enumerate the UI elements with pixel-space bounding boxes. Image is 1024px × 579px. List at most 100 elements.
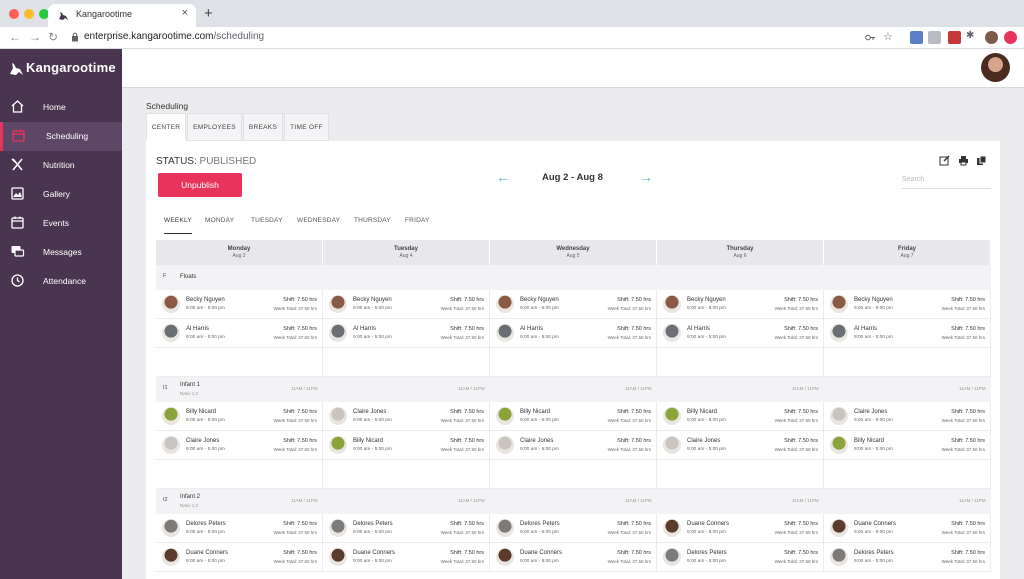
employee-name: Claire Jones [854,409,888,415]
sidebar-item-home[interactable]: Home [0,93,122,122]
employee-name: Al Harris [353,326,377,332]
sidebar-item-attendance[interactable]: Attendance [0,267,122,296]
empty-shift-slot[interactable] [657,460,824,489]
shift-cell[interactable]: Claire Jones 9:00 am - 5:00 pm Shift: 7.50… [156,431,323,460]
previous-week-arrow-icon[interactable]: ← [496,169,510,185]
shift-time: 9:00 am - 5:00 pm [520,530,559,535]
back-icon[interactable]: ← [9,30,21,44]
extension-icon[interactable] [1004,31,1017,44]
tab-center[interactable]: CENTER [146,113,186,141]
user-avatar[interactable] [981,53,1010,82]
day-name: Thursday [726,246,754,252]
search-input[interactable]: Search [902,176,991,189]
shift-cell[interactable]: Billy Nicard 9:00 am - 5:00 pm Shift: 7.50… [824,431,991,460]
classroom-hours: 11AM / 11PM [959,498,986,503]
shift-cell[interactable]: Duane Conners 9:00 am - 5:00 pm Shift: 7.5… [657,514,824,543]
shift-cell[interactable]: Claire Jones 9:00 am - 5:00 pm Shift: 7.50… [824,402,991,431]
shift-cell[interactable]: Al Harris 9:00 am - 5:00 pm Shift: 7.50 hr… [657,319,824,348]
extension-icon[interactable] [948,31,961,44]
tab-employees[interactable]: EMPLOYEES [187,113,242,141]
empty-shift-slot[interactable] [490,460,657,489]
edit-icon[interactable] [939,155,950,166]
shift-cell[interactable]: Al Harris 9:00 am - 5:00 pm Shift: 7.50 hr… [824,319,991,348]
tab-wednesday[interactable]: WEDNESDAY [297,217,341,224]
week-total: Week Total: 37.50 hrs [607,530,651,535]
tab-time-off[interactable]: TIME OFF [284,113,329,141]
empty-shift-slot[interactable] [490,348,657,377]
address-bar[interactable]: enterprise.kangarootime.com/scheduling [84,31,265,42]
shift-cell[interactable]: Claire Jones 9:00 am - 5:00 pm Shift: 7.50… [323,402,490,431]
tab-monday[interactable]: MONDAY [205,217,235,224]
employee-avatar [830,519,848,537]
employee-name: Claire Jones [186,438,220,444]
sidebar-item-nutrition[interactable]: Nutrition [0,151,122,180]
print-icon[interactable] [958,155,969,166]
shift-cell[interactable]: Claire Jones 9:00 am - 5:00 pm Shift: 7.50… [657,431,824,460]
extension-icon[interactable] [928,31,941,44]
copy-icon[interactable] [976,155,987,166]
shift-cell[interactable]: Becky Nguyen 9:00 am - 5:00 pm Shift: 7.50… [824,290,991,319]
bookmark-star-icon[interactable]: ☆ [883,31,893,43]
empty-shift-slot[interactable] [323,460,490,489]
shift-cell[interactable]: Becky Nguyen 9:00 am - 5:00 pm Shift: 7.50… [490,290,657,319]
shift-cell[interactable]: Duane Conners 9:00 am - 5:00 pm Shift: 7.5… [156,543,323,572]
profile-avatar[interactable] [985,31,998,44]
next-week-arrow-icon[interactable]: → [639,169,653,185]
shift-cell[interactable]: Duane Conners 9:00 am - 5:00 pm Shift: 7.5… [490,543,657,572]
tab-thursday[interactable]: THURSDAY [354,217,391,224]
forward-icon[interactable]: → [29,30,41,44]
shift-cell[interactable]: Billy Nicard 9:00 am - 5:00 pm Shift: 7.50… [490,402,657,431]
browser-tab[interactable]: Kangarootime × [48,4,196,27]
close-tab-icon[interactable]: × [181,7,188,19]
shift-cell[interactable]: Billy Nicard 9:00 am - 5:00 pm Shift: 7.50… [657,402,824,431]
close-window-button[interactable] [9,9,19,19]
employee-avatar [496,295,514,313]
shift-cell[interactable]: Delores Peters 9:00 am - 5:00 pm Shift: 7.… [156,514,323,543]
tab-friday[interactable]: FRIDAY [405,217,430,224]
shift-cell[interactable]: Delores Peters 9:00 am - 5:00 pm Shift: 7.… [323,514,490,543]
shift-cell[interactable]: Billy Nicard 9:00 am - 5:00 pm Shift: 7.50… [323,431,490,460]
empty-shift-slot[interactable] [657,348,824,377]
new-tab-button[interactable]: + [204,5,213,22]
reload-icon[interactable]: ↻ [48,30,59,44]
shift-cell[interactable]: Delores Peters 9:00 am - 5:00 pm Shift: 7.… [824,543,991,572]
shift-time: 9:00 am - 5:00 pm [854,418,893,423]
extension-icon[interactable] [910,31,923,44]
shift-cell[interactable]: Delores Peters 9:00 am - 5:00 pm Shift: 7.… [657,543,824,572]
date-range: Aug 2 - Aug 8 [542,172,603,183]
shift-cell[interactable]: Al Harris 9:00 am - 5:00 pm Shift: 7.50 hr… [490,319,657,348]
unpublish-button[interactable]: Unpublish [158,173,242,197]
minimize-window-button[interactable] [24,9,34,19]
sidebar-item-gallery[interactable]: Gallery [0,180,122,209]
shift-cell[interactable]: Duane Conners 9:00 am - 5:00 pm Shift: 7.5… [323,543,490,572]
maximize-window-button[interactable] [39,9,49,19]
tab-breaks[interactable]: BREAKS [243,113,283,141]
tab-tuesday[interactable]: TUESDAY [251,217,283,224]
shift-cell[interactable]: Becky Nguyen 9:00 am - 5:00 pm Shift: 7.50… [156,290,323,319]
week-total: Week Total: 37.50 hrs [440,335,484,340]
shift-cell[interactable]: Becky Nguyen 9:00 am - 5:00 pm Shift: 7.50… [657,290,824,319]
shift-cell[interactable]: Claire Jones 9:00 am - 5:00 pm Shift: 7.50… [490,431,657,460]
extensions-puzzle-icon[interactable]: ✱ [966,30,975,41]
empty-shift-slot[interactable] [156,460,323,489]
shift-cell[interactable]: Al Harris 9:00 am - 5:00 pm Shift: 7.50 hr… [156,319,323,348]
week-total: Week Total: 37.50 hrs [440,530,484,535]
shift-cell[interactable]: Al Harris 9:00 am - 5:00 pm Shift: 7.50 hr… [323,319,490,348]
employee-name: Delores Peters [186,521,226,527]
empty-shift-slot[interactable] [824,348,991,377]
day-name: Friday [897,246,916,252]
shift-cell[interactable]: Duane Conners 9:00 am - 5:00 pm Shift: 7.5… [824,514,991,543]
classroom-section-header: I1 Infant 1 Ratio 1:4 11AM / 11PM 11AM / 11P… [156,377,991,402]
empty-shift-slot[interactable] [323,348,490,377]
sidebar-item-messages[interactable]: Messages [0,238,122,267]
shift-cell[interactable]: Becky Nguyen 9:00 am - 5:00 pm Shift: 7.50… [323,290,490,319]
empty-shift-slot[interactable] [156,348,323,377]
shift-cell[interactable]: Billy Nicard 9:00 am - 5:00 pm Shift: 7.50… [156,402,323,431]
shift-cell[interactable]: Delores Peters 9:00 am - 5:00 pm Shift: 7.… [490,514,657,543]
key-icon[interactable] [865,33,876,42]
sidebar-item-events[interactable]: Events [0,209,122,238]
sidebar-item-scheduling[interactable]: Scheduling [0,122,122,151]
day-date: Aug 6 [733,253,747,259]
empty-shift-slot[interactable] [824,460,991,489]
tab-weekly[interactable]: WEEKLY [164,217,192,234]
